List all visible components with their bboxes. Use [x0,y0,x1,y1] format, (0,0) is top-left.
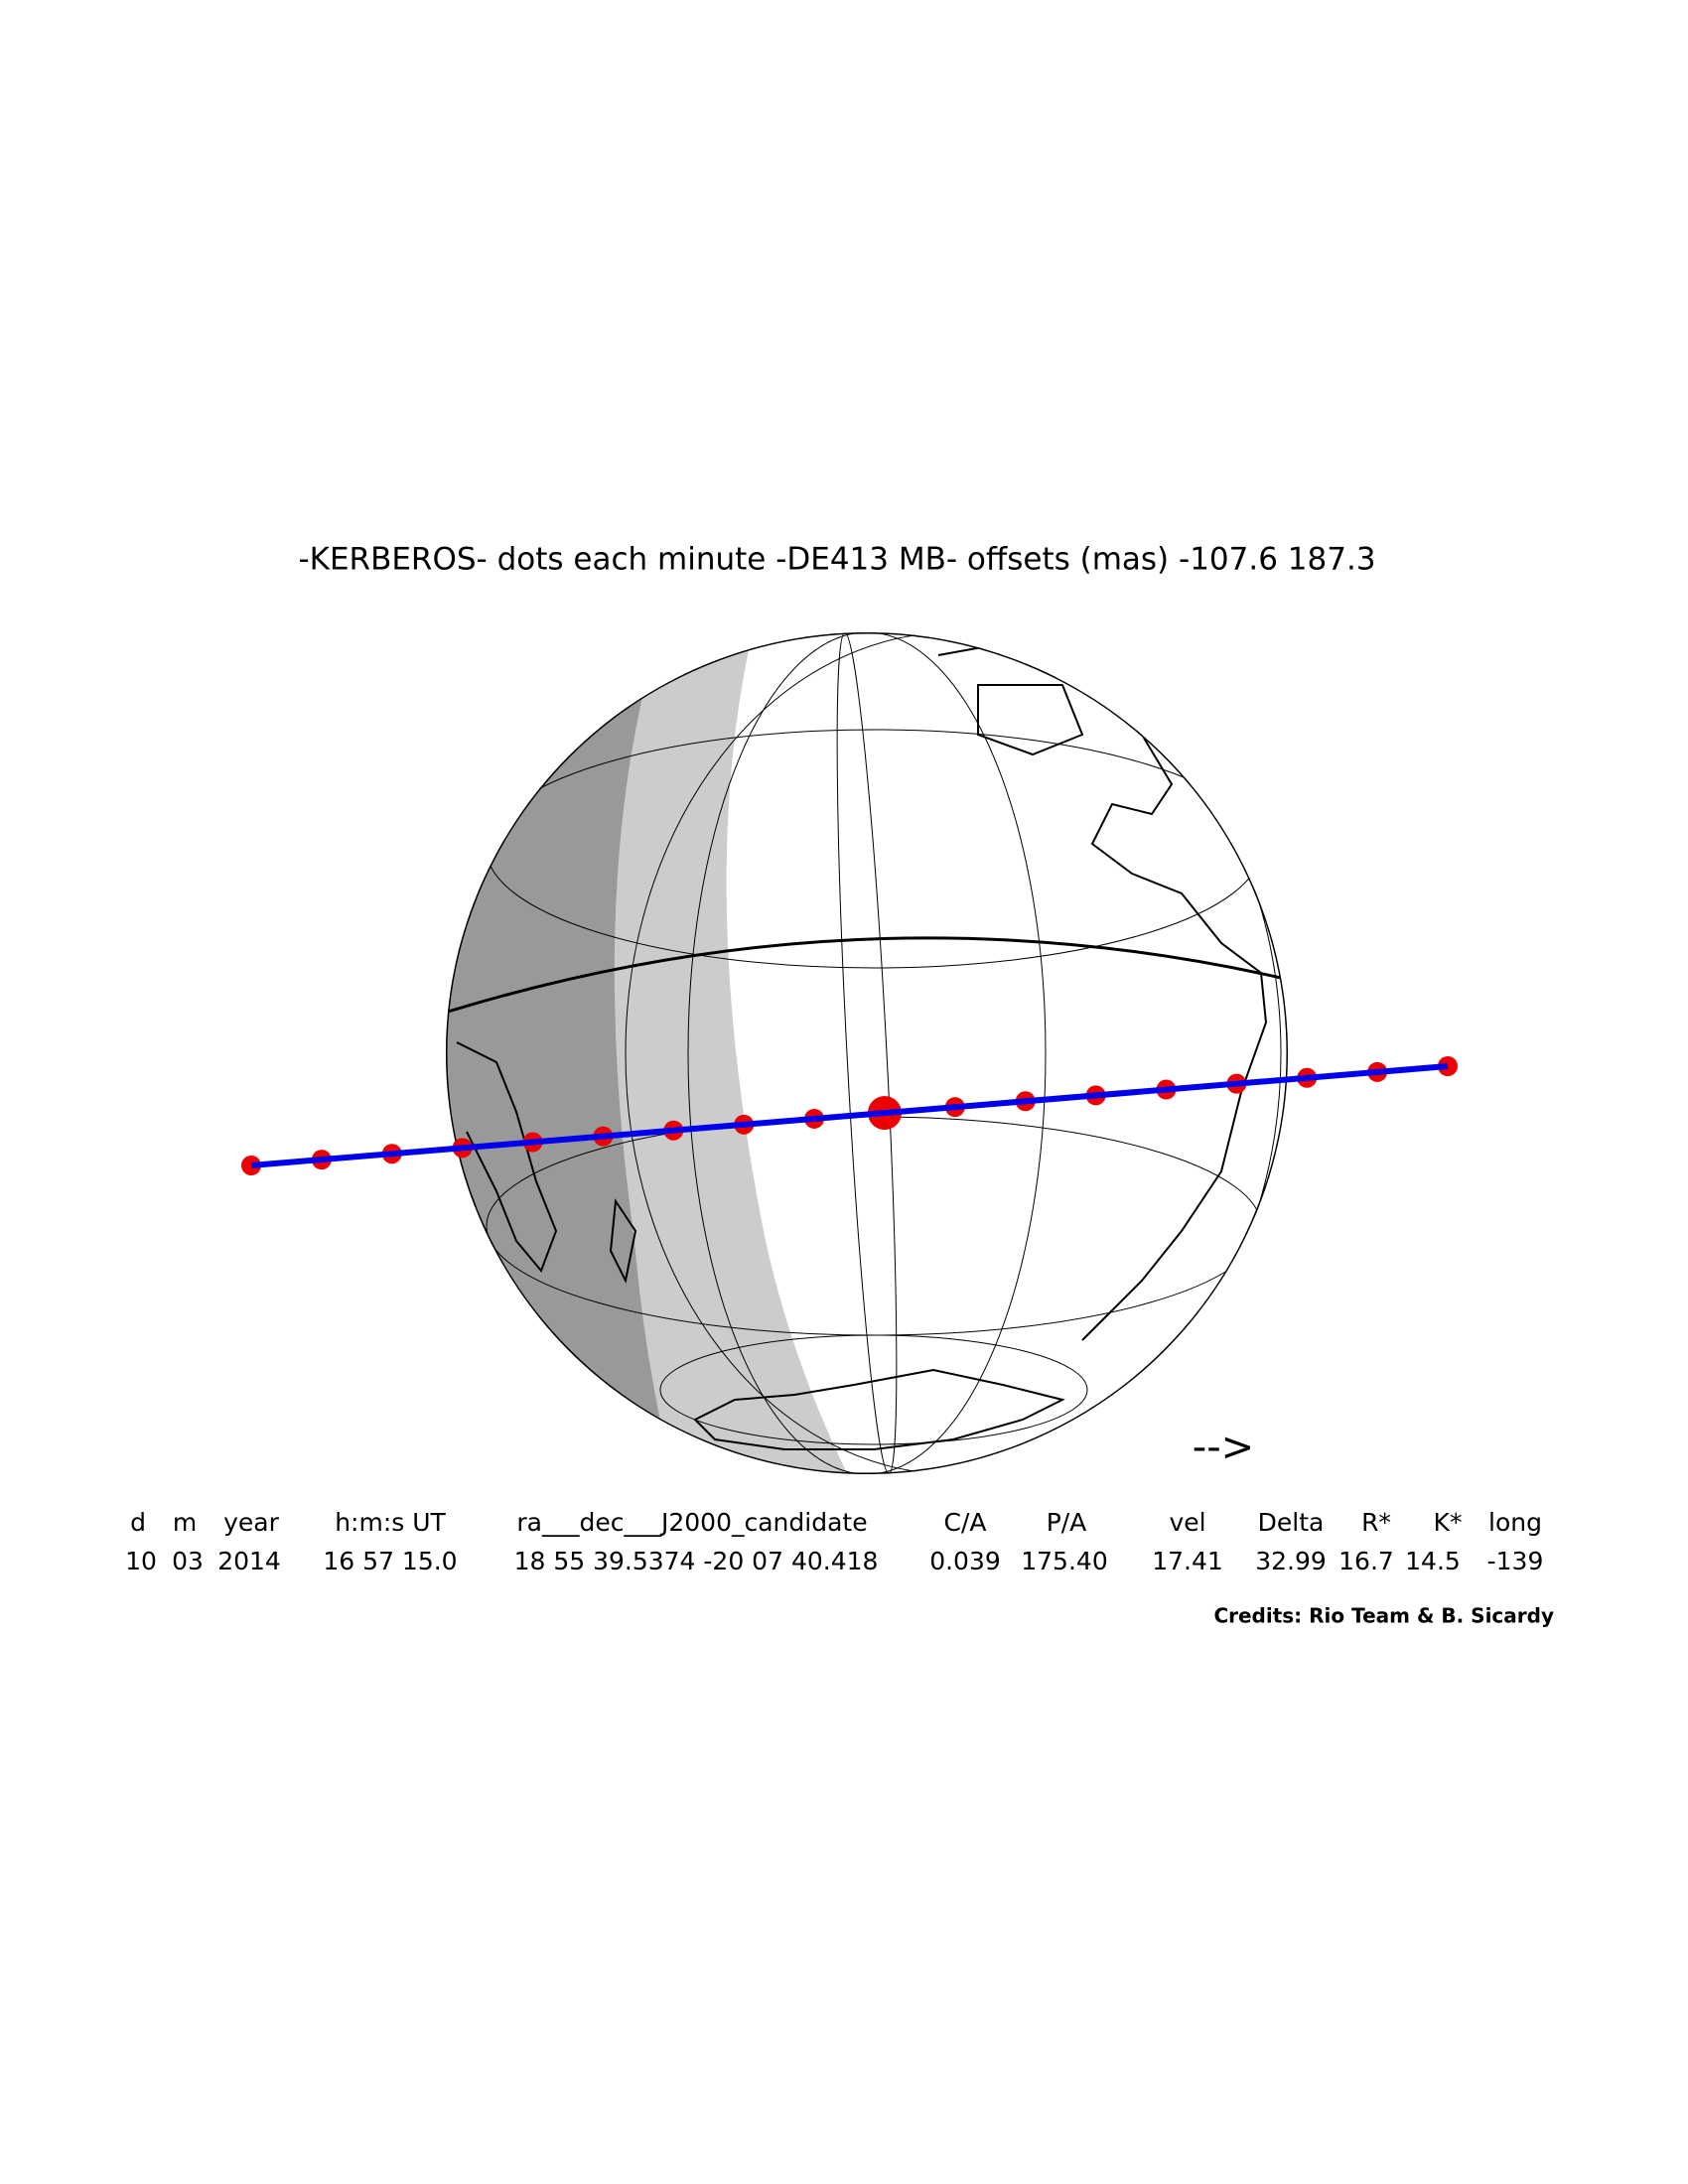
circumstances-table: d m year h:m:s UT ra___dec___J2000_candidate… [125,1508,1543,1575]
direction-arrow: --> [1193,1425,1254,1470]
table-header: h:m:s UT [335,1508,446,1537]
table-header: R* [1361,1508,1391,1537]
globe [446,632,1288,1474]
table-header: ra___dec___J2000_candidate [516,1508,867,1537]
credits: Credits: Rio Team & B. Sicardy [1213,1604,1554,1628]
equator [446,936,1282,1015]
table-value: 175.40 [1021,1547,1107,1575]
table-value: -139 [1487,1547,1544,1575]
table-value: 14.5 [1405,1547,1461,1575]
table-header: P/A [1047,1508,1087,1537]
table-header: year [223,1508,279,1537]
table-value: 32.99 [1255,1547,1327,1575]
title: -KERBEROS- dots each minute -DE413 MB- o… [298,542,1375,578]
table-value: 03 [172,1547,204,1575]
table-value: 16.7 [1338,1547,1394,1575]
center-line [250,1063,1449,1168]
table-value: 2014 [217,1547,281,1575]
table-value: 16 57 15.0 [323,1547,457,1575]
table-header: m [173,1508,197,1537]
table-header: Delta [1258,1508,1325,1537]
table-header: C/A [944,1508,987,1537]
table-value: 10 [125,1547,157,1575]
table-value: 18 55 39.5374 -20 07 40.418 [514,1547,879,1575]
table-value: 17.41 [1152,1547,1223,1575]
table-header: vel [1169,1508,1205,1537]
table-header: d [130,1508,146,1537]
table-header: K* [1434,1508,1463,1537]
table-value: 0.039 [929,1547,1001,1575]
shadow-track [241,1056,1458,1175]
table-header: long [1488,1508,1542,1537]
